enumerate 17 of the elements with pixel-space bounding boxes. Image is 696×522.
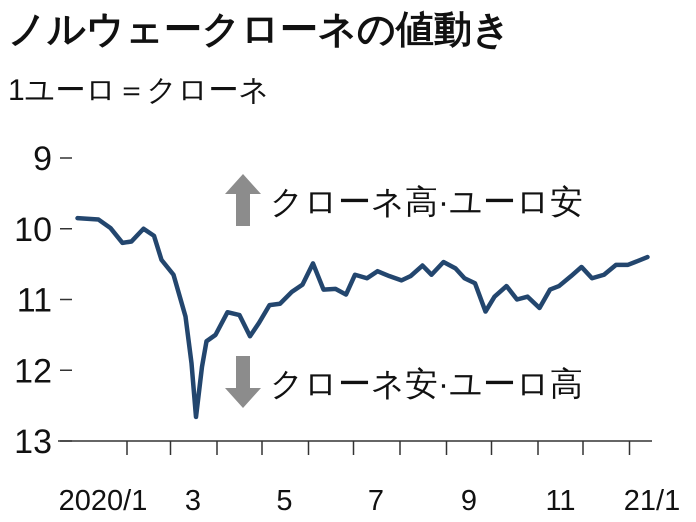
- x-tick-label: 21/1: [624, 485, 680, 517]
- y-tick-label: 9: [33, 140, 52, 178]
- x-tick-label: 11: [545, 485, 576, 517]
- x-tick-label: 5: [276, 485, 293, 517]
- y-tick-label: 11: [16, 282, 52, 320]
- annotation: クローネ安·ユーロ高: [270, 365, 583, 402]
- y-tick-label: 10: [14, 210, 52, 249]
- chart-subtitle: 1ユーロ＝クローネ: [8, 74, 270, 107]
- y-tick-label: 12: [14, 352, 52, 390]
- y-tick-label: 13: [14, 423, 52, 461]
- x-tick-label: 9: [460, 485, 478, 517]
- x-tick-label: 2020/1: [58, 485, 148, 517]
- annotation: クローネ高·ユーロ安: [270, 183, 583, 220]
- chart-title: ノルウェークローネの値動き: [8, 9, 511, 51]
- x-tick-label: 7: [368, 485, 384, 517]
- line-series: [75, 216, 650, 420]
- x-tick-label: 3: [184, 485, 202, 517]
